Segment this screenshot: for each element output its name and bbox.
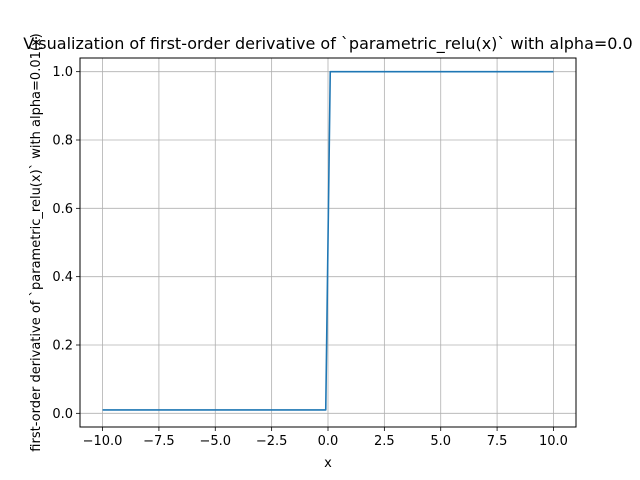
y-tick-label: 0.6 xyxy=(52,202,73,217)
x-tick-label: 0.0 xyxy=(318,434,339,449)
x-tick-label: 7.5 xyxy=(487,434,508,449)
x-tick-label: 2.5 xyxy=(374,434,395,449)
x-axis: −10.0 −7.5 −5.0 −2.5 0.0 2.5 5.0 7.5 10.0 xyxy=(83,427,568,449)
series-line xyxy=(102,70,554,411)
y-tick-label: 0.8 xyxy=(52,134,73,149)
x-tick-label: 5.0 xyxy=(430,434,451,449)
x-axis-label: x xyxy=(324,456,332,471)
y-tick-label: 1.0 xyxy=(52,65,73,80)
y-tick-label: 0.4 xyxy=(52,270,73,285)
x-tick-label: −2.5 xyxy=(256,434,288,449)
y-axis-label: first-order derivative of `parametric_re… xyxy=(29,33,44,451)
y-tick-label: 0.0 xyxy=(52,407,73,422)
x-tick-label: −5.0 xyxy=(199,434,231,449)
series-layer xyxy=(102,70,554,411)
x-tick-label: 10.0 xyxy=(539,434,568,449)
y-axis: 0.0 0.2 0.4 0.6 0.8 1.0 xyxy=(52,65,80,422)
x-tick-label: −10.0 xyxy=(83,434,123,449)
chart-title: Visualization of first-order derivative … xyxy=(23,34,632,54)
y-tick-label: 0.2 xyxy=(52,339,73,354)
x-tick-label: −7.5 xyxy=(143,434,175,449)
